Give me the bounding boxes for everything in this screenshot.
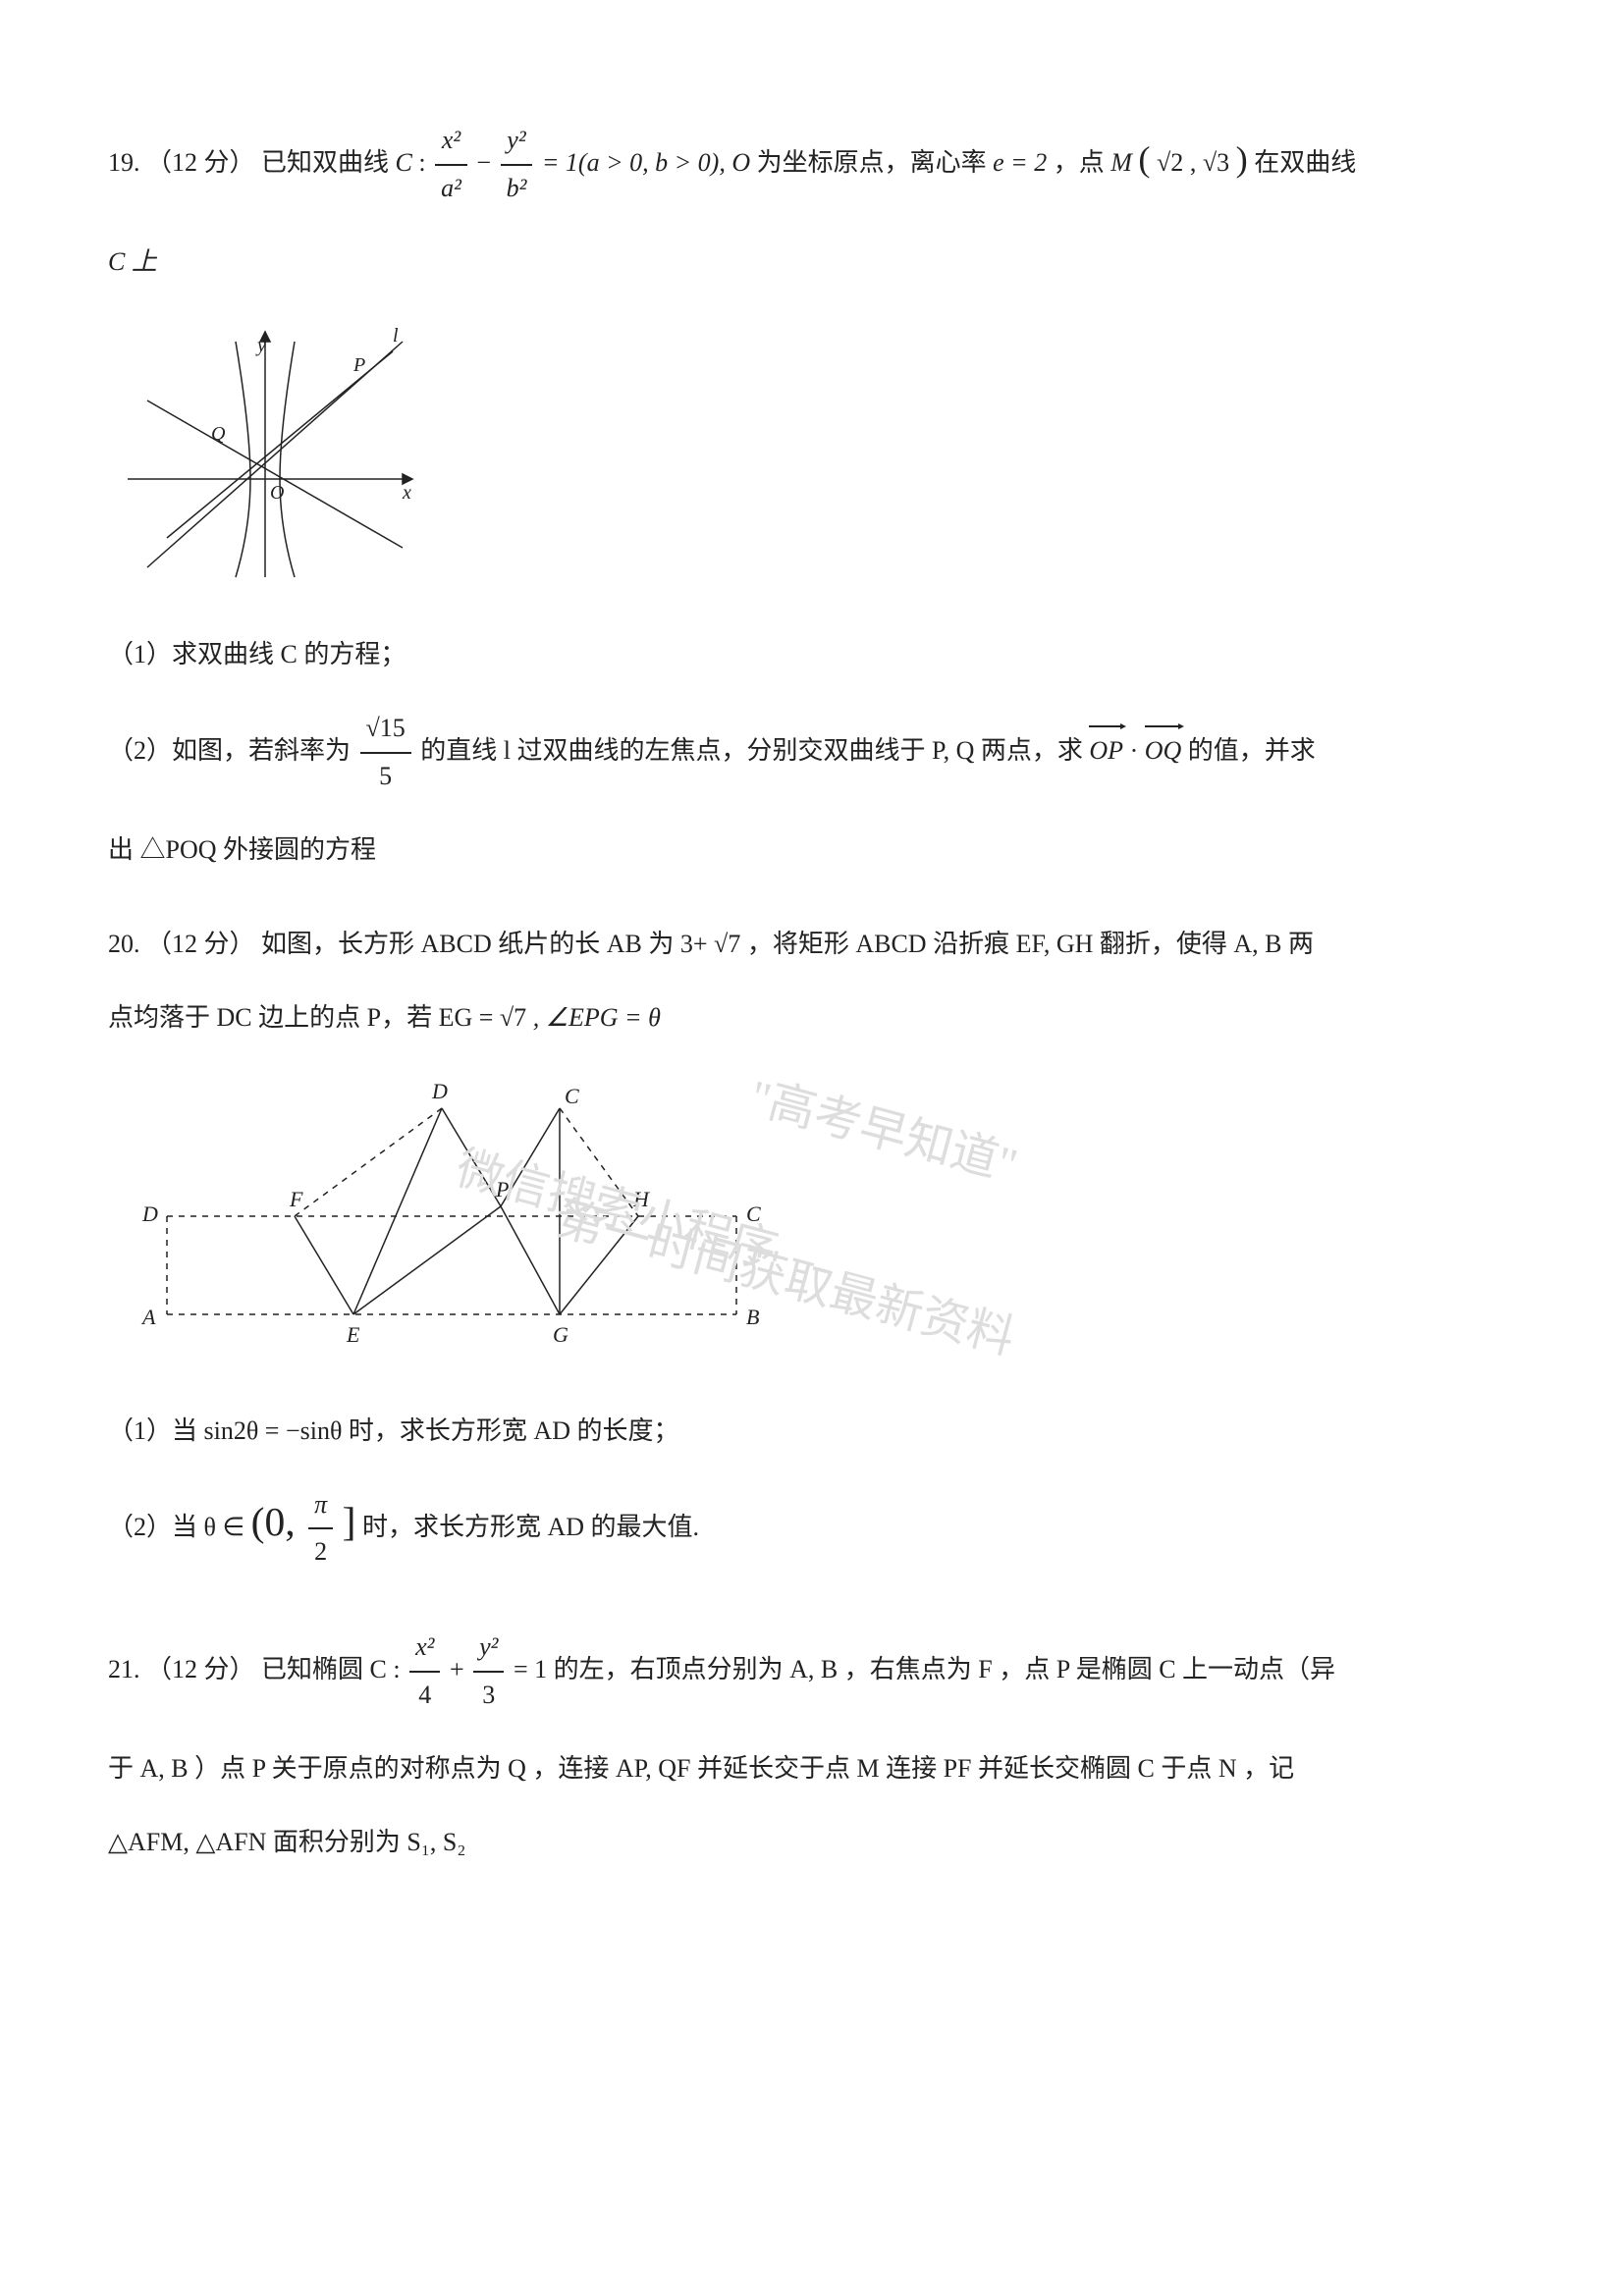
- q20-sqrt7-a: √7: [714, 930, 740, 958]
- q19-sqrt2: √2: [1157, 148, 1183, 177]
- q21-frac1-den: 4: [409, 1673, 440, 1719]
- q20-part1: （1）当 sin2θ = −sinθ 时，求长方形宽 AD 的长度；: [108, 1409, 1516, 1455]
- q20-intro-c: 点均落于 DC 边上的点 P，若 EG =: [108, 1003, 500, 1032]
- q19-part2-frac: √15 5: [360, 706, 411, 800]
- label-A: A: [140, 1305, 156, 1329]
- hyperbola-diagram: y x O P Q l: [108, 312, 442, 587]
- label-H: H: [632, 1187, 650, 1211]
- axis-y-label: y: [255, 335, 266, 356]
- point-P-label: P: [352, 354, 365, 376]
- q19-part2-frac-num: √15: [360, 706, 411, 754]
- page-container: "高考早知道" 微信搜索小程序 第一时间获取最新资料 19. （12 分） 已知…: [108, 118, 1516, 1865]
- q21-intro-b: 的左，右顶点分别为 A, B ，右焦点为 F ，点 P 是椭圆 C 上一动点（异: [554, 1655, 1335, 1683]
- q21-intro-a: 已知椭圆 C :: [261, 1655, 406, 1683]
- q19-intro-a: 已知双曲线: [261, 148, 396, 177]
- axis-x-label: x: [402, 482, 411, 504]
- origin-label: O: [270, 482, 284, 504]
- q20-part2-frac-num: π: [308, 1482, 333, 1530]
- q20-intro-b: ，将矩形 ABCD 沿折痕 EF, GH 翻折，使得 A, B 两: [747, 930, 1314, 958]
- q19-part1: （1）求双曲线 C 的方程；: [108, 632, 1516, 678]
- q21-plus: +: [450, 1655, 470, 1683]
- q21-frac2-num: y²: [473, 1625, 504, 1673]
- q19-line2: C 上: [108, 240, 1516, 286]
- q19-sqrt3: √3: [1203, 148, 1229, 177]
- q19-point-M: M: [1110, 148, 1132, 177]
- q19-C-on: C 上: [108, 247, 157, 276]
- q21-frac2: y² 3: [473, 1625, 504, 1719]
- q20-intro-line2: 点均落于 DC 边上的点 P，若 EG = √7 , ∠EPG = θ: [108, 995, 1516, 1041]
- q19-frac2-num: y²: [501, 118, 533, 166]
- q20-rbracket: ]: [343, 1498, 356, 1543]
- q19-lparen: (: [1138, 139, 1150, 179]
- q19-curve-label: C: [396, 148, 412, 177]
- problem-20: 20. （12 分） 如图，长方形 ABCD 纸片的长 AB 为 3+ √7 ，…: [108, 922, 1516, 1575]
- q19-part2-a: （2）如图，若斜率为: [108, 736, 357, 765]
- q21-intro-c: 于 A, B ）点 P 关于原点的对称点为 Q ，连接 AP, QF 并延长交于…: [108, 1746, 1516, 1792]
- line-l-label: l: [393, 325, 399, 347]
- q19-intro-b: 为坐标原点，离心率: [757, 148, 994, 177]
- vector-OQ: OQ: [1145, 725, 1182, 774]
- q20-intro-a: 如图，长方形 ABCD 纸片的长 AB 为 3+: [261, 930, 708, 958]
- q19-part2-d: 出 △POQ 外接圆的方程: [108, 828, 1516, 874]
- q20-part2-b: 时，求长方形宽 AD 的最大值.: [362, 1512, 699, 1540]
- q19-frac1-num: x²: [435, 118, 467, 166]
- label-G: G: [553, 1322, 568, 1347]
- vector-OP: OP: [1089, 725, 1123, 774]
- q19-ecc: e = 2: [993, 148, 1047, 177]
- q19-number: 19.: [108, 148, 140, 177]
- problem-19: 19. （12 分） 已知双曲线 C : x² a² − y² b² = 1(a…: [108, 118, 1516, 873]
- q20-part2-frac: π 2: [308, 1482, 333, 1576]
- q21-eq-one: = 1: [514, 1655, 547, 1683]
- q19-part2-frac-den: 5: [360, 754, 411, 800]
- q19-dot: ·: [1130, 736, 1145, 765]
- q20-number: 20.: [108, 930, 140, 958]
- q20-points: （12 分）: [146, 930, 255, 958]
- label-C-right: C: [746, 1201, 761, 1226]
- label-F: F: [289, 1187, 303, 1211]
- q19-part2: （2）如图，若斜率为 √15 5 的直线 l 过双曲线的左焦点，分别交双曲线于 …: [108, 706, 1516, 800]
- q19-points: （12 分）: [146, 148, 255, 177]
- q20-part2-frac-den: 2: [308, 1529, 333, 1575]
- problem-20-intro: 20. （12 分） 如图，长方形 ABCD 纸片的长 AB 为 3+ √7 ，…: [108, 922, 1516, 968]
- q20-sqrt7-b: √7: [500, 1003, 526, 1032]
- q19-intro-c: ，点: [1054, 148, 1111, 177]
- q21-frac1: x² 4: [409, 1625, 440, 1719]
- q19-M-comma: ,: [1190, 148, 1203, 177]
- q19-frac1-den: a²: [435, 166, 467, 212]
- label-C-top: C: [565, 1084, 579, 1108]
- point-Q-label: Q: [211, 423, 226, 445]
- q20-lparen: (0,: [251, 1498, 305, 1543]
- q19-frac2: y² b²: [501, 118, 533, 212]
- q21-number: 21.: [108, 1655, 140, 1683]
- q21-points: （12 分）: [146, 1655, 255, 1683]
- folding-diagram: D C D C A B F H E G P: [108, 1069, 795, 1363]
- label-P: P: [495, 1177, 509, 1201]
- q19-figure: y x O P Q l: [108, 312, 1516, 603]
- problem-19-intro: 19. （12 分） 已知双曲线 C : x² a² − y² b² = 1(a…: [108, 118, 1516, 212]
- q21-intro-d: △AFM, △AFN 面积分别为 S₁, S₂: [108, 1820, 1516, 1866]
- q19-rparen: ): [1236, 139, 1248, 179]
- label-B: B: [746, 1305, 759, 1329]
- q20-intro-d: , ∠EPG = θ: [533, 1003, 661, 1032]
- q21-frac2-den: 3: [473, 1673, 504, 1719]
- q19-eq-one: = 1(a > 0, b > 0),: [542, 148, 731, 177]
- q19-part2-c: 的值，并求: [1188, 736, 1316, 765]
- q21-frac1-num: x²: [409, 1625, 440, 1673]
- label-E: E: [346, 1322, 360, 1347]
- q19-frac1: x² a²: [435, 118, 467, 212]
- q19-intro-d: 在双曲线: [1254, 148, 1356, 177]
- q20-figure: D C D C A B F H E G P: [108, 1069, 1516, 1379]
- problem-21-intro: 21. （12 分） 已知椭圆 C : x² 4 + y² 3 = 1 的左，右…: [108, 1625, 1516, 1719]
- q19-colon: :: [418, 148, 432, 177]
- label-D-left: D: [141, 1201, 158, 1226]
- q19-part2-b: 的直线 l 过双曲线的左焦点，分别交双曲线于 P, Q 两点，求: [420, 736, 1089, 765]
- label-D-top: D: [431, 1079, 448, 1103]
- q19-frac2-den: b²: [501, 166, 533, 212]
- q20-part2: （2）当 θ ∈ (0, π 2 ] 时，求长方形宽 AD 的最大值.: [108, 1482, 1516, 1576]
- q19-minus: −: [476, 148, 497, 177]
- problem-21: 21. （12 分） 已知椭圆 C : x² 4 + y² 3 = 1 的左，右…: [108, 1625, 1516, 1865]
- q20-part2-a: （2）当 θ ∈: [108, 1512, 251, 1540]
- q19-origin: O: [731, 148, 750, 177]
